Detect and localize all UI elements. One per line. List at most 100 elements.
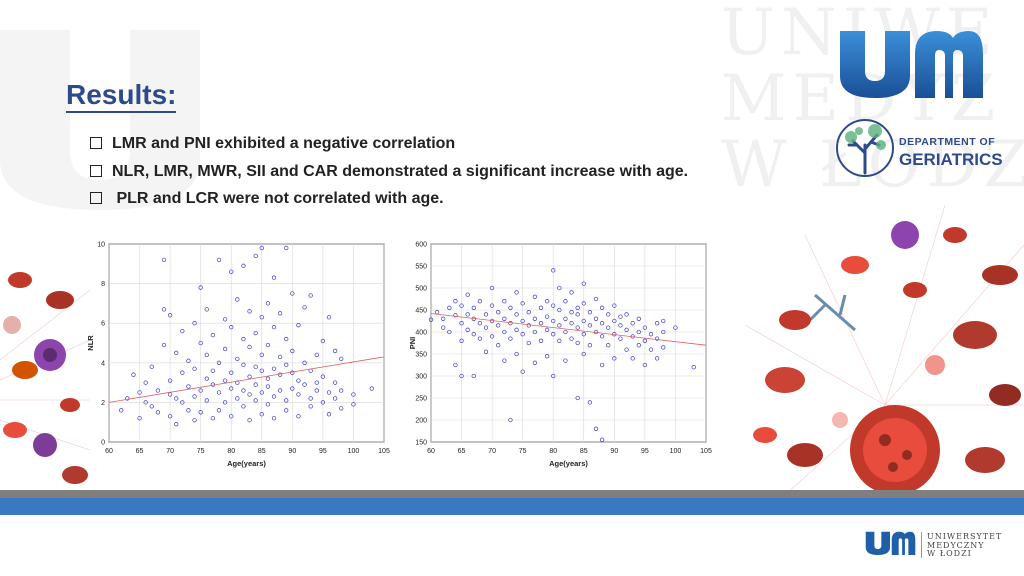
data-point — [137, 416, 142, 421]
data-point — [320, 400, 326, 405]
data-point — [204, 352, 209, 358]
data-point — [581, 318, 586, 324]
data-point — [314, 388, 319, 393]
data-point — [575, 340, 580, 346]
data-point — [557, 323, 562, 328]
data-point — [606, 325, 611, 330]
trend-line — [430, 313, 707, 346]
checkbox-bullet-icon — [90, 192, 102, 204]
data-point — [284, 408, 289, 413]
y-tick-label: 10 — [97, 242, 105, 249]
data-point — [241, 388, 246, 393]
data-point — [332, 348, 338, 354]
data-point — [247, 344, 252, 350]
data-point — [447, 329, 452, 335]
x-tick-label: 80 — [549, 448, 557, 455]
data-point — [618, 314, 623, 319]
y-tick-label: 2 — [101, 400, 105, 407]
data-point — [453, 299, 458, 304]
data-point — [351, 402, 356, 407]
data-point — [575, 305, 580, 310]
data-point — [642, 338, 648, 343]
data-point — [277, 311, 283, 316]
data-point — [642, 325, 648, 330]
data-point — [149, 404, 154, 409]
x-tick-label: 75 — [197, 448, 205, 455]
y-tick-label: 500 — [415, 286, 427, 293]
data-point — [661, 329, 666, 335]
data-point — [253, 382, 258, 387]
data-point — [192, 366, 197, 371]
x-tick-label: 75 — [519, 448, 527, 455]
data-point — [569, 336, 574, 341]
data-point — [253, 253, 258, 259]
checkbox-bullet-icon — [90, 137, 102, 149]
data-point — [155, 388, 161, 393]
data-point — [648, 347, 654, 352]
y-tick-label: 600 — [415, 242, 427, 249]
data-point — [339, 388, 344, 393]
data-point — [532, 360, 538, 365]
y-tick-label: 550 — [415, 264, 427, 271]
data-point — [192, 418, 197, 423]
data-point — [599, 437, 605, 442]
data-point — [308, 404, 313, 409]
data-point — [259, 245, 264, 251]
data-point — [532, 294, 538, 299]
data-point — [612, 356, 617, 361]
data-point — [520, 369, 525, 374]
data-point — [636, 316, 641, 321]
data-point — [459, 321, 464, 326]
x-tick-label: 105 — [700, 448, 712, 455]
data-point — [216, 360, 222, 365]
data-point — [210, 416, 216, 421]
x-tick-label: 100 — [348, 448, 360, 455]
data-point — [229, 325, 234, 330]
data-point — [581, 301, 586, 306]
data-point — [520, 332, 525, 337]
data-point — [180, 370, 185, 375]
data-point — [229, 386, 234, 391]
data-point — [557, 307, 562, 313]
data-point — [302, 382, 307, 387]
data-point — [271, 275, 277, 280]
data-point — [155, 410, 161, 415]
data-point — [284, 398, 289, 403]
data-point — [308, 396, 313, 401]
data-point — [575, 325, 580, 330]
data-point — [459, 338, 464, 343]
data-point — [174, 422, 179, 427]
data-point — [532, 316, 538, 321]
data-point — [636, 343, 641, 348]
data-point — [447, 305, 452, 310]
nlr-scatter-svg: 60 65 70 75 80 85 90 95 100 105 0 2 4 6 8 10 Age(years) N… — [86, 242, 390, 469]
data-point — [459, 373, 464, 379]
data-point — [302, 305, 307, 310]
data-point — [241, 362, 246, 367]
data-point — [222, 317, 228, 322]
data-point — [198, 285, 203, 290]
data-point — [441, 316, 446, 321]
bullet-list: LMR and PNI exhibited a negative correla… — [90, 133, 688, 216]
footer-um-logo — [865, 531, 916, 555]
y-tick-label: 150 — [415, 440, 427, 447]
data-point — [581, 281, 586, 286]
data-point — [302, 360, 307, 365]
data-point — [326, 315, 332, 320]
footer-blue-band — [0, 498, 1024, 515]
data-point — [538, 305, 544, 310]
data-point — [216, 257, 222, 262]
data-point — [581, 332, 586, 337]
data-point — [599, 362, 605, 368]
data-point — [265, 342, 271, 348]
data-point — [222, 378, 228, 383]
data-point — [143, 400, 148, 405]
data-point — [167, 414, 173, 419]
data-point — [514, 351, 519, 357]
data-point — [514, 312, 519, 317]
data-point — [569, 290, 574, 295]
data-point — [235, 356, 240, 361]
data-point — [654, 356, 660, 361]
data-point — [593, 316, 599, 321]
data-point — [192, 394, 197, 399]
